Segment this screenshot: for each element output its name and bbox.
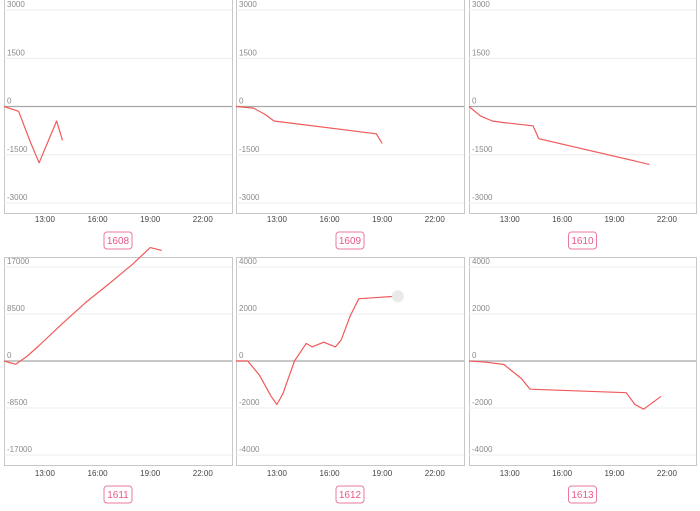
x-tick-label: 19:00 bbox=[140, 215, 161, 224]
series-line bbox=[3, 247, 162, 365]
y-tick-label: 3000 bbox=[239, 0, 257, 9]
chart-badge bbox=[103, 485, 133, 504]
x-tick-label: 19:00 bbox=[604, 215, 625, 224]
x-tick-label: 16:00 bbox=[552, 469, 573, 478]
series-line bbox=[3, 105, 64, 164]
series-line bbox=[468, 360, 662, 410]
x-tick-label: 16:00 bbox=[552, 215, 573, 224]
chart-badge-label: 1611 bbox=[107, 490, 129, 501]
series-line bbox=[468, 106, 650, 165]
chart-panel-1611: 17000 8500 0 -8500 -17000 13:00 16:00 19:00 22:0… bbox=[3, 247, 233, 504]
chart-badge-label: 1612 bbox=[339, 490, 362, 501]
y-tick-label: 1500 bbox=[472, 48, 490, 57]
chart-panel-1613: 4000 2000 0 -2000 -4000 13:00 16:00 19:00 22:00 1… bbox=[468, 257, 697, 504]
chart-badge-label: 1610 bbox=[571, 236, 594, 247]
y-tick-label: -3000 bbox=[7, 193, 28, 202]
hover-marker bbox=[391, 290, 404, 303]
x-tick-label: 16:00 bbox=[320, 215, 341, 224]
chart-panel-1610: 3000 1500 0 -1500 -3000 13:00 16:00 19:00 22:00 1… bbox=[468, 0, 697, 250]
y-tick-label: -1500 bbox=[239, 145, 260, 154]
x-tick-label: 13:00 bbox=[500, 215, 521, 224]
y-tick-label: -2000 bbox=[239, 398, 260, 407]
series-line bbox=[235, 105, 383, 144]
x-tick-label: 22:00 bbox=[657, 469, 678, 478]
y-tick-label: -3000 bbox=[239, 193, 260, 202]
x-tick-label: 13:00 bbox=[267, 469, 288, 478]
y-tick-label: 0 bbox=[239, 97, 244, 106]
y-tick-label: -3000 bbox=[472, 193, 493, 202]
y-tick-label: -8500 bbox=[7, 398, 28, 407]
x-tick-label: 22:00 bbox=[193, 469, 214, 478]
x-tick-label: 13:00 bbox=[500, 469, 521, 478]
y-tick-label: -17000 bbox=[7, 445, 32, 454]
y-tick-label: 1500 bbox=[239, 48, 257, 57]
y-tick-label: -1500 bbox=[472, 145, 493, 154]
y-tick-label: 4000 bbox=[472, 257, 490, 266]
y-tick-label: -2000 bbox=[472, 398, 493, 407]
y-tick-label: 2000 bbox=[239, 304, 257, 313]
y-tick-label: -4000 bbox=[239, 445, 260, 454]
y-tick-label: 0 bbox=[7, 351, 12, 360]
chart-badge-label: 1608 bbox=[107, 236, 130, 247]
x-tick-label: 13:00 bbox=[35, 469, 56, 478]
x-tick-label: 22:00 bbox=[425, 215, 446, 224]
chart-badge bbox=[335, 231, 365, 250]
chart-panel-1608: 3000 1500 0 -1500 -3000 13:00 16:00 19:00 22:00 1… bbox=[3, 0, 233, 250]
y-tick-label: 8500 bbox=[7, 304, 25, 313]
x-tick-label: 13:00 bbox=[35, 215, 56, 224]
chart-panel-1609: 3000 1500 0 -1500 -3000 13:00 16:00 19:00 22:00 1… bbox=[235, 0, 465, 250]
y-tick-label: 17000 bbox=[7, 257, 30, 266]
series-line bbox=[236, 295, 394, 406]
y-tick-label: -1500 bbox=[7, 145, 28, 154]
x-tick-label: 22:00 bbox=[657, 215, 678, 224]
chart-badge bbox=[103, 231, 133, 250]
x-tick-label: 19:00 bbox=[604, 469, 625, 478]
y-tick-label: 3000 bbox=[7, 0, 25, 9]
chart-badge-label: 1609 bbox=[339, 236, 362, 247]
y-tick-label: 4000 bbox=[239, 257, 257, 266]
x-tick-label: 22:00 bbox=[193, 215, 214, 224]
x-tick-label: 19:00 bbox=[372, 215, 393, 224]
chart-badge bbox=[568, 485, 597, 504]
y-tick-label: 3000 bbox=[472, 0, 490, 9]
y-tick-label: 0 bbox=[472, 97, 477, 106]
chart-badge bbox=[335, 485, 365, 504]
y-tick-label: 0 bbox=[472, 351, 477, 360]
x-tick-label: 13:00 bbox=[267, 215, 288, 224]
x-tick-label: 22:00 bbox=[425, 469, 446, 478]
y-tick-label: 2000 bbox=[472, 304, 490, 313]
y-tick-label: -4000 bbox=[472, 445, 493, 454]
y-tick-label: 0 bbox=[7, 97, 12, 106]
chart-panel-1612: 4000 2000 0 -2000 -4000 13:00 16:00 19:00 22:00 1… bbox=[236, 257, 465, 504]
y-tick-label: 0 bbox=[239, 351, 244, 360]
chart-badge bbox=[568, 231, 597, 250]
chart-badge-label: 1613 bbox=[571, 490, 594, 501]
y-tick-label: 1500 bbox=[7, 48, 25, 57]
x-tick-label: 16:00 bbox=[88, 469, 109, 478]
x-tick-label: 19:00 bbox=[140, 469, 161, 478]
x-tick-label: 19:00 bbox=[372, 469, 393, 478]
x-tick-label: 16:00 bbox=[320, 469, 341, 478]
x-tick-label: 16:00 bbox=[88, 215, 109, 224]
